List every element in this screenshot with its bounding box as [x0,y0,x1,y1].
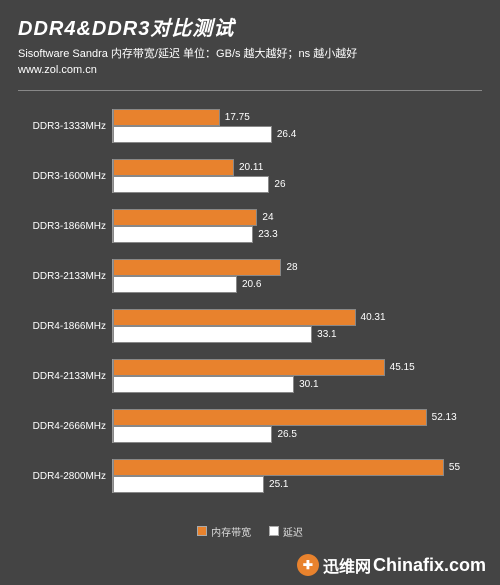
value-label: 55 [449,462,460,473]
bar-fill [113,209,257,226]
category-label: DDR4-2800MHz [18,471,112,482]
value-label: 28 [286,262,297,273]
bar-latency: 20.6 [113,276,474,293]
category-label: DDR3-1866MHz [18,221,112,232]
bar-latency: 25.1 [113,476,474,493]
bar-fill [113,259,281,276]
bar-bandwidth: 45.15 [113,359,474,376]
watermark-cn: 迅维网 [323,553,371,577]
bar-fill [113,326,312,343]
category-label: DDR4-1866MHz [18,321,112,332]
chart-subtitle: Sisoftware Sandra 内存带宽/延迟 单位：GB/s 越大越好；n… [18,45,482,61]
bar-fill [113,309,356,326]
category-label: DDR3-1600MHz [18,171,112,182]
legend-label: 延迟 [283,524,303,539]
value-label: 52.13 [432,412,457,423]
category-label: DDR4-2133MHz [18,371,112,382]
legend-swatch-white [269,526,279,536]
bar-group: 28 20.6 [112,259,474,293]
bar-bandwidth: 17.75 [113,109,474,126]
legend-swatch-orange [197,526,207,536]
bar-latency: 26.4 [113,126,474,143]
value-label: 20.11 [239,162,263,173]
bar-group: 55 25.1 [112,459,474,493]
bar-fill [113,359,385,376]
bar-fill [113,176,269,193]
value-label: 17.75 [225,112,250,123]
chart-row: DDR3-1600MHz 20.11 26 [18,159,474,193]
bar-group: 20.11 26 [112,159,474,193]
value-label: 20.6 [242,279,261,290]
bar-fill [113,159,234,176]
source-url: www.zol.com.cn [18,64,482,76]
value-label: 25.1 [269,479,288,490]
bar-fill [113,126,272,143]
bar-bandwidth: 28 [113,259,474,276]
bar-group: 24 23.3 [112,209,474,243]
bar-latency: 30.1 [113,376,474,393]
value-label: 24 [262,212,273,223]
value-label: 26 [274,179,285,190]
watermark-en: Chinafix.com [373,555,486,576]
legend-label: 内存带宽 [211,524,251,539]
bar-bandwidth: 55 [113,459,474,476]
bar-bandwidth: 40.31 [113,309,474,326]
value-label: 23.3 [258,229,277,240]
bar-group: 45.15 30.1 [112,359,474,393]
bar-bandwidth: 52.13 [113,409,474,426]
bar-latency: 23.3 [113,226,474,243]
value-label: 33.1 [317,329,336,340]
bar-latency: 33.1 [113,326,474,343]
bar-fill [113,409,427,426]
value-label: 30.1 [299,379,318,390]
chart-row: DDR3-1866MHz 24 23.3 [18,209,474,243]
bar-fill [113,276,237,293]
legend-item-bandwidth: 内存带宽 [197,524,251,539]
bar-group: 40.31 33.1 [112,309,474,343]
bar-chart: DDR3-1333MHz 17.75 26.4 DDR3-1600MHz 20.11 26… [0,91,500,517]
bar-fill [113,476,264,493]
legend-item-latency: 延迟 [269,524,303,539]
bar-bandwidth: 20.11 [113,159,474,176]
bar-group: 52.13 26.5 [112,409,474,443]
chart-legend: 内存带宽 延迟 [0,523,500,541]
category-label: DDR3-2133MHz [18,271,112,282]
watermark: ✚ 迅维网 Chinafix.com [297,553,486,577]
chart-row: DDR4-2800MHz 55 25.1 [18,459,474,493]
bar-fill [113,109,220,126]
value-label: 40.31 [361,312,386,323]
category-label: DDR4-2666MHz [18,421,112,432]
bar-fill [113,376,294,393]
category-label: DDR3-1333MHz [18,121,112,132]
bar-group: 17.75 26.4 [112,109,474,143]
chart-row: DDR3-2133MHz 28 20.6 [18,259,474,293]
chart-row: DDR3-1333MHz 17.75 26.4 [18,109,474,143]
watermark-icon: ✚ [297,554,319,576]
bar-fill [113,426,272,443]
value-label: 26.5 [277,429,296,440]
bar-fill [113,226,253,243]
chart-row: DDR4-2133MHz 45.15 30.1 [18,359,474,393]
bar-latency: 26 [113,176,474,193]
bar-latency: 26.5 [113,426,474,443]
chart-row: DDR4-2666MHz 52.13 26.5 [18,409,474,443]
chart-header: DDR4&DDR3对比测试 Sisoftware Sandra 内存带宽/延迟 … [0,0,500,84]
chart-row: DDR4-1866MHz 40.31 33.1 [18,309,474,343]
value-label: 45.15 [390,362,415,373]
chart-title: DDR4&DDR3对比测试 [18,12,482,41]
value-label: 26.4 [277,129,296,140]
bar-bandwidth: 24 [113,209,474,226]
bar-fill [113,459,444,476]
